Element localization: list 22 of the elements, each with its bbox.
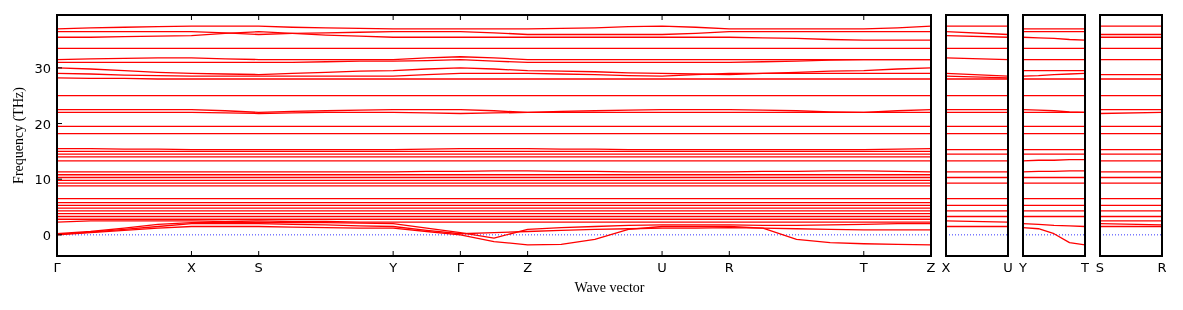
x-tick-label: X (941, 260, 951, 275)
x-tick-label: S (1095, 260, 1105, 275)
x-tick-label: Y (388, 260, 398, 275)
y-tick-label: 20 (34, 116, 51, 132)
x-tick-label: Γ (456, 260, 465, 275)
x-tick-label: S (254, 260, 263, 275)
y-axis-title: Frequency (THz) (11, 86, 27, 184)
x-tick-label: Z (926, 260, 936, 275)
x-tick-label: T (858, 260, 868, 275)
x-tick-label: Y (1018, 260, 1028, 275)
x-tick-label: Z (523, 260, 533, 275)
y-tick-label: 10 (34, 172, 51, 188)
x-tick-label: R (1157, 260, 1167, 275)
y-tick-label: 30 (34, 60, 51, 76)
x-tick-label: X (187, 260, 197, 275)
y-tick-label: 0 (42, 227, 51, 243)
x-tick-label: U (1003, 260, 1013, 275)
x-axis-title: Wave vector (574, 280, 645, 295)
x-tick-label: U (657, 260, 667, 275)
x-tick-label: R (724, 260, 734, 275)
x-tick-label: Γ (53, 260, 62, 275)
x-tick-label: T (1080, 260, 1090, 275)
